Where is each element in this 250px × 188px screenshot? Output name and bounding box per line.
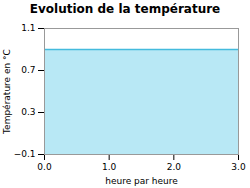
- svg-text:heure par heure: heure par heure: [105, 176, 178, 186]
- svg-text:−0.1: −0.1: [14, 149, 36, 159]
- svg-text:0.3: 0.3: [21, 107, 35, 117]
- svg-text:Température en °C: Température en °C: [2, 49, 12, 135]
- html-text:Evolution de la température: Evolution de la température: [29, 2, 221, 16]
- svg-text:2.0: 2.0: [167, 162, 182, 172]
- svg-text:0.0: 0.0: [37, 162, 52, 172]
- svg-text:1.0: 1.0: [102, 162, 117, 172]
- svg-text:0.7: 0.7: [21, 65, 35, 75]
- svg-text:3.0: 3.0: [231, 162, 246, 172]
- svg-text:1.1: 1.1: [21, 23, 35, 33]
